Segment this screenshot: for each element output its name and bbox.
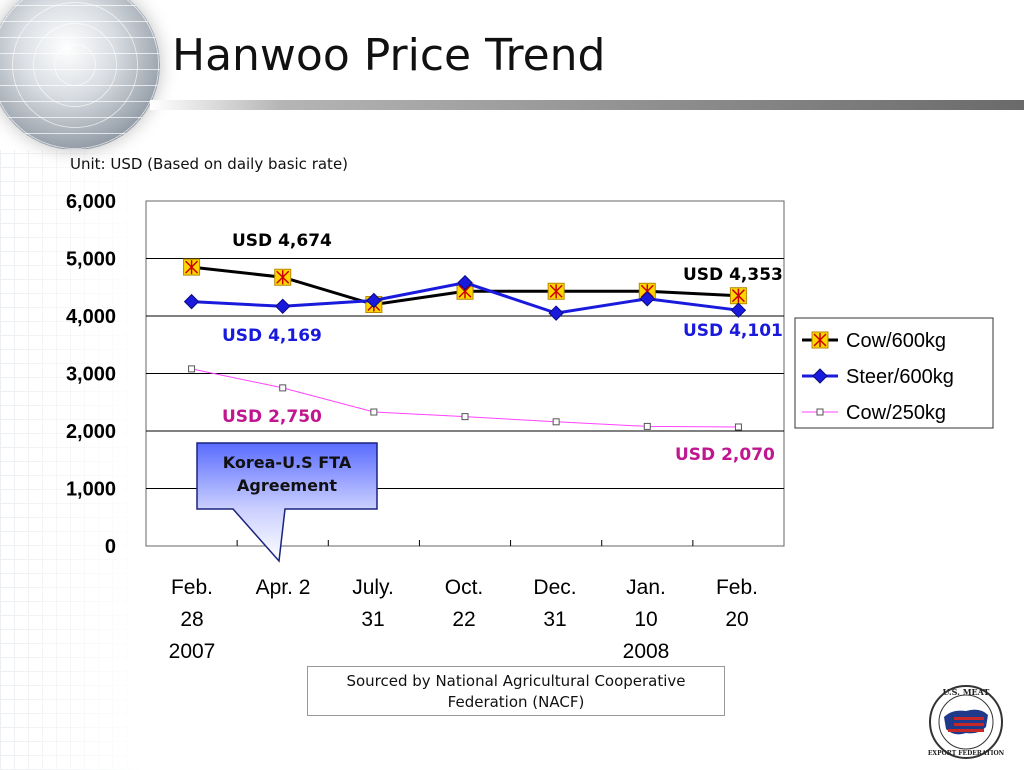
data-annotation: USD 4,101 — [683, 321, 783, 341]
x-tick-label: Dec. — [533, 576, 576, 599]
x-tick-label: 20 — [725, 608, 748, 631]
y-tick-label: 0 — [105, 536, 116, 558]
marker-asterisk — [276, 270, 290, 285]
data-annotation: USD 4,353 — [683, 265, 783, 285]
y-tick-label: 5,000 — [66, 249, 116, 271]
legend-label: Cow/600kg — [846, 330, 946, 352]
x-tick-label: Jan. — [626, 576, 666, 599]
marker-asterisk — [813, 333, 827, 347]
y-tick-label: 4,000 — [66, 306, 116, 328]
x-tick-label: 31 — [361, 608, 384, 631]
annotation-group: USD 4,674 USD 4,353 USD 4,169 USD 4,101 USD … — [222, 231, 783, 465]
marker-steer600 — [366, 292, 382, 309]
marker-steer600 — [812, 368, 828, 384]
marker-cow250 — [370, 408, 378, 416]
marker-asterisk — [549, 284, 563, 299]
y-tick-label: 6,000 — [66, 191, 116, 213]
fta-callout: Korea-U.S FTA Agreement — [196, 442, 378, 563]
marker-cow250 — [816, 408, 824, 416]
series-group — [183, 258, 747, 431]
marker-asterisk — [731, 288, 745, 303]
marker-steer600 — [730, 302, 747, 318]
x-tick-label: 2007 — [169, 640, 216, 663]
x-tick-label: Oct. — [445, 576, 484, 599]
y-tick-label: 1,000 — [66, 479, 116, 501]
x-tick-label: Apr. 2 — [256, 576, 311, 599]
x-tick-label: July. — [352, 576, 394, 599]
marker-steer600 — [457, 274, 473, 291]
y-axis: 0 1,000 2,000 3,000 4,000 5,000 6,000 — [66, 191, 116, 558]
x-tick-label: Feb. — [171, 576, 213, 599]
legend-label: Steer/600kg — [846, 366, 954, 388]
source-note: Sourced by National Agricultural Coopera… — [307, 666, 725, 716]
data-annotation: USD 2,070 — [675, 445, 775, 465]
marker-asterisk — [185, 260, 199, 275]
data-annotation: USD 2,750 — [222, 407, 322, 427]
y-tick-label: 3,000 — [66, 364, 116, 386]
y-tick-label: 2,000 — [66, 421, 116, 443]
x-tick-label: 2008 — [623, 640, 670, 663]
marker-steer600 — [548, 305, 564, 321]
marker-steer600 — [275, 298, 291, 314]
marker-steer600 — [183, 293, 200, 310]
x-tick-label: 28 — [180, 608, 203, 631]
marker-cow250 — [734, 423, 742, 431]
x-tick-label: 10 — [634, 608, 657, 631]
fta-callout-line1: Korea-U.S FTA — [223, 453, 352, 472]
x-axis: Feb. 28 2007 Apr. 2 July. 31 Oct. 22 Dec. 31 Jan. 1… — [169, 540, 758, 663]
svg-text:EXPORT FEDERATION: EXPORT FEDERATION — [928, 750, 1005, 757]
legend-label: Cow/250kg — [846, 402, 946, 424]
globe-graphic — [0, 0, 160, 150]
marker-cow250 — [461, 413, 469, 421]
x-tick-label: 31 — [543, 608, 566, 631]
unit-note: Unit: USD (Based on daily basic rate) — [70, 155, 349, 173]
background-grid — [0, 150, 150, 770]
marker-cow250 — [279, 384, 287, 392]
marker-steer600 — [639, 291, 655, 307]
title-underline — [150, 100, 1024, 110]
marker-cow250 — [643, 422, 651, 430]
slide-title: Hanwoo Price Trend — [172, 30, 606, 81]
data-annotation: USD 4,674 — [232, 231, 332, 251]
marker-cow250 — [552, 418, 560, 426]
data-annotation: USD 4,169 — [222, 326, 322, 346]
fta-callout-line2: Agreement — [237, 476, 337, 495]
x-tick-label: 22 — [452, 608, 475, 631]
marker-cow250 — [188, 365, 196, 373]
x-tick-label: Feb. — [716, 576, 758, 599]
legend: Cow/600kg Steer/600kg Cow/250kg — [794, 317, 994, 429]
usmef-logo: U.S. MEAT EXPORT FEDERATION — [928, 685, 1005, 759]
svg-text:U.S. MEAT: U.S. MEAT — [943, 687, 990, 697]
